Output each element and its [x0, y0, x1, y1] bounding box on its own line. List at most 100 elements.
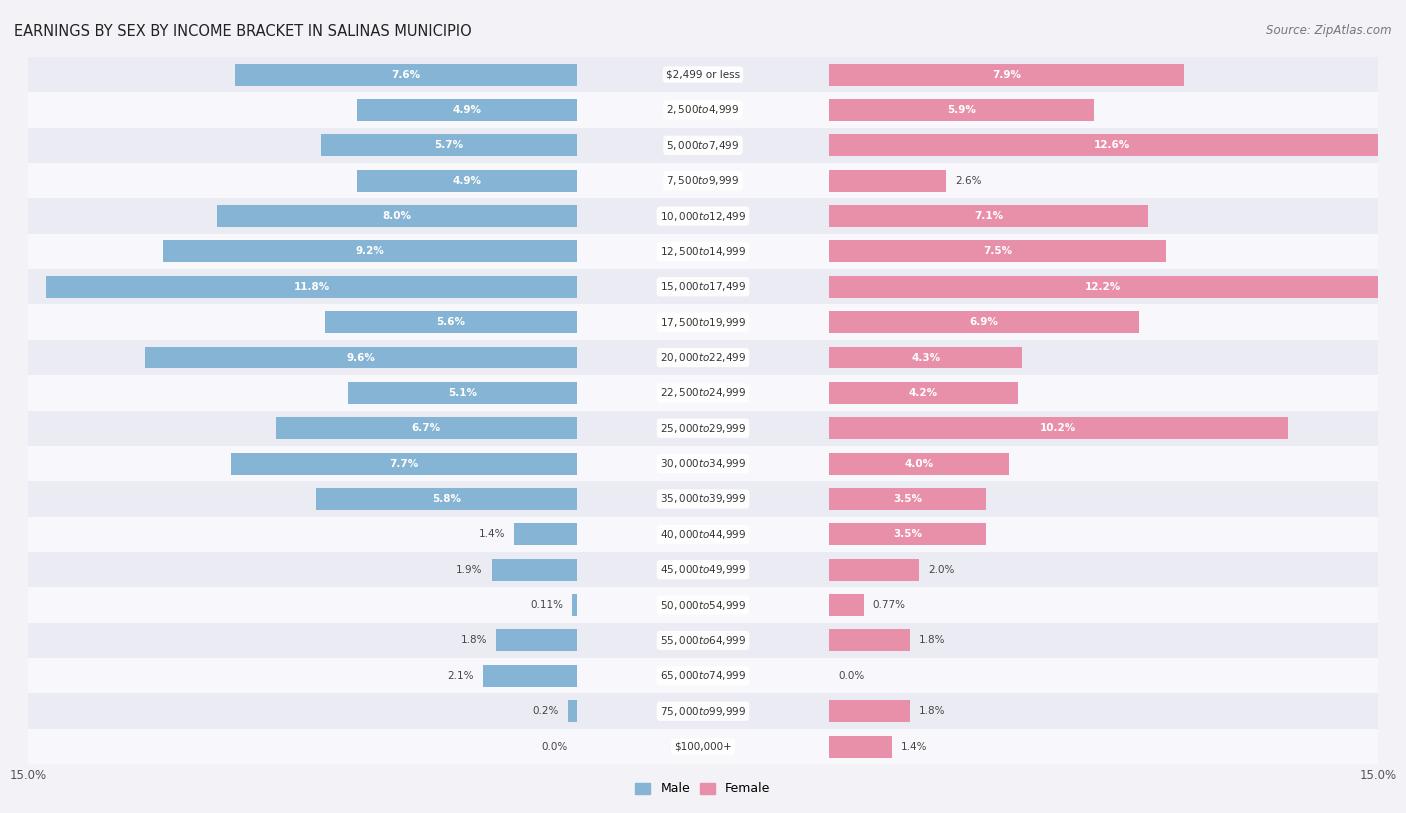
- Bar: [830, 488, 987, 510]
- Text: 12.6%: 12.6%: [1094, 141, 1130, 150]
- Bar: [46, 276, 576, 298]
- Text: $17,500 to $19,999: $17,500 to $19,999: [659, 315, 747, 328]
- Text: 2.6%: 2.6%: [955, 176, 981, 185]
- Text: $2,499 or less: $2,499 or less: [666, 70, 740, 80]
- Text: EARNINGS BY SEX BY INCOME BRACKET IN SALINAS MUNICIPIO: EARNINGS BY SEX BY INCOME BRACKET IN SAL…: [14, 24, 472, 39]
- Text: 7.9%: 7.9%: [993, 70, 1021, 80]
- Bar: [163, 241, 576, 263]
- Text: $55,000 to $64,999: $55,000 to $64,999: [659, 634, 747, 647]
- Text: 2.1%: 2.1%: [447, 671, 474, 680]
- Bar: [276, 417, 576, 439]
- Bar: [28, 659, 1378, 693]
- Bar: [28, 92, 1378, 128]
- Text: 0.2%: 0.2%: [533, 706, 560, 716]
- Bar: [830, 629, 910, 651]
- Text: 9.2%: 9.2%: [356, 246, 384, 256]
- Text: $2,500 to $4,999: $2,500 to $4,999: [666, 103, 740, 116]
- Bar: [830, 346, 1022, 368]
- Text: 4.9%: 4.9%: [453, 176, 481, 185]
- Text: 3.5%: 3.5%: [893, 494, 922, 504]
- Bar: [28, 128, 1378, 163]
- Bar: [325, 311, 576, 333]
- Bar: [830, 63, 1184, 85]
- Bar: [830, 276, 1378, 298]
- Bar: [28, 375, 1378, 411]
- Text: 4.2%: 4.2%: [908, 388, 938, 398]
- Bar: [28, 552, 1378, 587]
- Text: 5.9%: 5.9%: [948, 105, 976, 115]
- Bar: [28, 623, 1378, 658]
- Bar: [357, 170, 576, 192]
- Bar: [28, 587, 1378, 623]
- Text: $30,000 to $34,999: $30,000 to $34,999: [659, 457, 747, 470]
- Text: 0.11%: 0.11%: [530, 600, 562, 610]
- Text: 5.8%: 5.8%: [432, 494, 461, 504]
- Text: 8.0%: 8.0%: [382, 211, 412, 221]
- Text: 7.6%: 7.6%: [391, 70, 420, 80]
- Text: 5.7%: 5.7%: [434, 141, 464, 150]
- Bar: [28, 693, 1378, 729]
- Bar: [28, 269, 1378, 304]
- Bar: [28, 163, 1378, 198]
- Text: 1.9%: 1.9%: [456, 565, 482, 575]
- Text: $50,000 to $54,999: $50,000 to $54,999: [659, 598, 747, 611]
- Text: 1.4%: 1.4%: [901, 741, 928, 751]
- Text: $100,000+: $100,000+: [673, 741, 733, 751]
- Bar: [28, 729, 1378, 764]
- Bar: [28, 340, 1378, 375]
- Text: Source: ZipAtlas.com: Source: ZipAtlas.com: [1267, 24, 1392, 37]
- Text: $12,500 to $14,999: $12,500 to $14,999: [659, 245, 747, 258]
- Text: $10,000 to $12,499: $10,000 to $12,499: [659, 210, 747, 223]
- Text: 7.1%: 7.1%: [974, 211, 1004, 221]
- Bar: [28, 198, 1378, 233]
- Text: 7.7%: 7.7%: [389, 459, 419, 468]
- Legend: Male, Female: Male, Female: [630, 777, 776, 801]
- Text: 4.0%: 4.0%: [904, 459, 934, 468]
- Text: 9.6%: 9.6%: [347, 353, 375, 363]
- Bar: [830, 453, 1010, 475]
- Text: 4.3%: 4.3%: [911, 353, 941, 363]
- Bar: [316, 488, 576, 510]
- Bar: [28, 481, 1378, 517]
- Text: 12.2%: 12.2%: [1085, 282, 1122, 292]
- Text: 3.5%: 3.5%: [893, 529, 922, 539]
- Text: 1.8%: 1.8%: [920, 706, 945, 716]
- Text: $35,000 to $39,999: $35,000 to $39,999: [659, 493, 747, 506]
- Text: $20,000 to $22,499: $20,000 to $22,499: [659, 351, 747, 364]
- Text: 7.5%: 7.5%: [983, 246, 1012, 256]
- Bar: [145, 346, 576, 368]
- Text: 1.8%: 1.8%: [920, 636, 945, 646]
- Text: 1.4%: 1.4%: [478, 529, 505, 539]
- Bar: [28, 57, 1378, 92]
- Text: $15,000 to $17,499: $15,000 to $17,499: [659, 280, 747, 293]
- Bar: [830, 700, 910, 722]
- Bar: [321, 134, 576, 156]
- Bar: [28, 233, 1378, 269]
- Bar: [830, 524, 987, 546]
- Text: 5.6%: 5.6%: [436, 317, 465, 327]
- Bar: [347, 382, 576, 404]
- Bar: [28, 411, 1378, 446]
- Text: $25,000 to $29,999: $25,000 to $29,999: [659, 422, 747, 435]
- Text: 10.2%: 10.2%: [1040, 424, 1077, 433]
- Bar: [28, 446, 1378, 481]
- Bar: [231, 453, 576, 475]
- Text: $45,000 to $49,999: $45,000 to $49,999: [659, 563, 747, 576]
- Text: 6.7%: 6.7%: [412, 424, 441, 433]
- Bar: [830, 99, 1094, 121]
- Bar: [496, 629, 576, 651]
- Bar: [28, 304, 1378, 340]
- Text: 6.9%: 6.9%: [970, 317, 998, 327]
- Bar: [830, 205, 1149, 227]
- Bar: [217, 205, 576, 227]
- Bar: [830, 417, 1288, 439]
- Bar: [830, 736, 891, 758]
- Text: $65,000 to $74,999: $65,000 to $74,999: [659, 669, 747, 682]
- Bar: [830, 134, 1396, 156]
- Bar: [28, 517, 1378, 552]
- Bar: [830, 382, 1018, 404]
- Text: $7,500 to $9,999: $7,500 to $9,999: [666, 174, 740, 187]
- Text: 0.0%: 0.0%: [838, 671, 865, 680]
- Text: 0.0%: 0.0%: [541, 741, 568, 751]
- Bar: [830, 311, 1139, 333]
